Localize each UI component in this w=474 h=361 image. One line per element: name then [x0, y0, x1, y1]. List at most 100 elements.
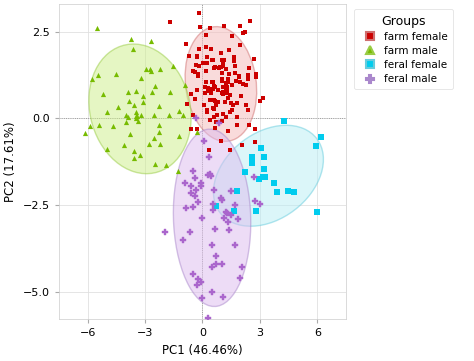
Point [129, 46, 137, 52]
Point [222, 114, 229, 120]
Point [201, 84, 209, 90]
Point [236, 74, 243, 80]
Point [208, 57, 215, 63]
Point [312, 143, 319, 148]
Point [136, 152, 144, 157]
Point [225, 227, 233, 233]
Point [182, 83, 189, 88]
Point [203, 107, 211, 113]
Point [252, 126, 259, 131]
Point [216, 64, 224, 70]
Point [313, 209, 321, 215]
Point [218, 57, 226, 63]
Point [273, 189, 281, 195]
Point [231, 242, 239, 248]
Point [189, 168, 197, 174]
Y-axis label: PC2 (17.61%): PC2 (17.61%) [4, 121, 17, 202]
Point [188, 126, 195, 131]
Point [150, 135, 157, 141]
Point [194, 73, 202, 79]
Point [193, 282, 201, 287]
Point [155, 130, 163, 135]
Point [212, 253, 219, 259]
Point [225, 76, 232, 82]
Point [193, 282, 201, 287]
Point [237, 42, 244, 48]
Point [194, 277, 202, 282]
Point [248, 160, 255, 166]
Point [252, 74, 260, 80]
Point [166, 19, 173, 25]
Point [236, 79, 244, 85]
Point [209, 208, 217, 213]
Point [191, 96, 199, 102]
Point [225, 219, 232, 225]
Point [195, 10, 203, 16]
Point [219, 111, 227, 117]
Point [195, 64, 202, 69]
Point [216, 65, 223, 71]
Point [217, 195, 225, 201]
Point [182, 42, 190, 47]
Point [204, 60, 211, 66]
Point [189, 168, 197, 174]
Point [219, 197, 226, 203]
Point [187, 190, 194, 196]
Point [246, 18, 254, 24]
Point [256, 201, 264, 206]
Point [127, 36, 135, 42]
Point [193, 54, 201, 60]
Point [212, 102, 220, 108]
Point [187, 190, 194, 196]
Point [200, 138, 208, 144]
Point [211, 84, 219, 90]
Point [191, 175, 198, 181]
Point [226, 71, 233, 77]
Point [133, 113, 140, 119]
Point [197, 279, 204, 284]
Point [222, 209, 230, 215]
Point [226, 92, 234, 97]
Point [150, 112, 158, 118]
Point [270, 180, 277, 186]
Point [208, 242, 216, 248]
Point [217, 195, 225, 201]
Point [223, 210, 231, 216]
Point [208, 289, 216, 295]
Point [317, 134, 324, 140]
Ellipse shape [213, 125, 323, 226]
Point [147, 69, 155, 74]
Point [205, 147, 213, 153]
Point [255, 177, 263, 182]
Point [132, 116, 140, 121]
Point [156, 141, 164, 147]
Point [193, 126, 201, 132]
Point [231, 202, 238, 208]
Point [210, 105, 217, 110]
Point [210, 97, 218, 103]
Point [203, 109, 210, 115]
Point [237, 275, 244, 281]
Point [210, 201, 217, 206]
Point [190, 68, 197, 74]
Point [221, 99, 228, 105]
Point [196, 24, 204, 30]
Point [201, 90, 209, 96]
Point [208, 79, 215, 84]
Point [231, 202, 238, 208]
Point [146, 141, 153, 147]
Point [103, 109, 110, 114]
Point [250, 56, 257, 61]
Point [165, 112, 173, 118]
Point [182, 180, 189, 186]
Point [197, 279, 204, 284]
Point [130, 155, 137, 161]
Point [166, 89, 174, 95]
Point [243, 103, 250, 108]
Point [235, 216, 242, 221]
Point [259, 95, 267, 101]
Point [224, 79, 231, 84]
Point [258, 145, 265, 151]
Point [224, 128, 231, 134]
Point [95, 122, 102, 128]
